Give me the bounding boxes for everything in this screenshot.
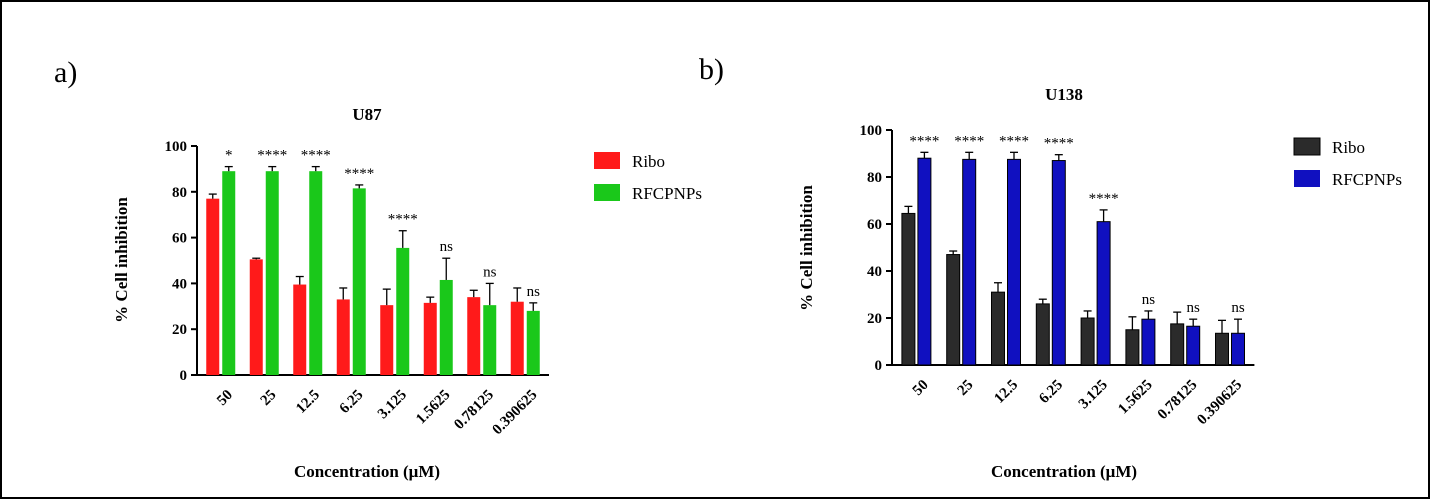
bar-a-1-7 bbox=[526, 310, 540, 375]
significance-label-b-0: **** bbox=[909, 133, 939, 149]
legend-item-a-1: RFCPNPs bbox=[594, 184, 702, 203]
x-tick-label-b-2: 12.5 bbox=[991, 377, 1021, 407]
bar-a-0-2 bbox=[293, 284, 307, 375]
bar-a-1-2 bbox=[309, 171, 323, 375]
bar-b-0-0 bbox=[901, 212, 916, 366]
bar-b-1-0 bbox=[917, 157, 932, 366]
legend-swatch-a-ribo bbox=[594, 152, 620, 169]
bar-b-1-2 bbox=[1007, 158, 1021, 366]
significance-label-b-6: ns bbox=[1187, 300, 1201, 316]
y-tick-label-a: 20 bbox=[172, 322, 187, 338]
significance-label-a-3: **** bbox=[344, 166, 374, 182]
significance-label-a-4: **** bbox=[388, 212, 418, 228]
legend-label-a-ribo: Ribo bbox=[632, 152, 665, 171]
x-tick-label-b-3: 6.25 bbox=[1036, 377, 1066, 407]
legend-swatch-b-ribo bbox=[1293, 137, 1321, 156]
significance-label-b-4: **** bbox=[1089, 191, 1119, 207]
chart-panel-a: a) U87 Concentration (μM) % Cell inhibit… bbox=[54, 56, 702, 481]
significance-label-b-1: **** bbox=[954, 133, 984, 149]
bar-a-0-7 bbox=[510, 301, 524, 375]
significance-label-a-1: **** bbox=[257, 148, 287, 164]
bar-a-1-5 bbox=[439, 279, 453, 375]
significance-label-a-6: ns bbox=[483, 264, 497, 280]
y-tick-label-b: 0 bbox=[875, 358, 883, 374]
y-tick-label-a: 40 bbox=[172, 276, 187, 292]
bar-b-0-6 bbox=[1170, 323, 1185, 366]
legend-item-b-0: Ribo bbox=[1293, 137, 1365, 157]
significance-label-a-0: * bbox=[225, 148, 233, 164]
legend-swatch-a-rfcpnps bbox=[594, 184, 620, 201]
x-tick-label-b-5: 1.5625 bbox=[1115, 377, 1155, 417]
significance-label-a-7: ns bbox=[527, 284, 541, 300]
bar-b-1-6 bbox=[1186, 325, 1201, 366]
y-tick-label-b: 40 bbox=[867, 264, 882, 280]
panel-label-a: a) bbox=[54, 56, 77, 89]
x-tick-label-b-0: 50 bbox=[910, 377, 932, 399]
y-tick-label-b: 100 bbox=[860, 123, 883, 139]
bar-a-0-3 bbox=[336, 299, 350, 375]
y-tick-label-b: 60 bbox=[867, 217, 882, 233]
bar-b-1-5 bbox=[1141, 318, 1156, 366]
x-tick-label-a-5: 1.5625 bbox=[413, 387, 453, 427]
bar-b-0-7 bbox=[1215, 332, 1229, 366]
significance-label-b-3: **** bbox=[1044, 136, 1074, 152]
x-tick-label-a-4: 3.125 bbox=[375, 387, 410, 422]
chart-panel-b: b) U138 Concentration (μM) % Cell inhibi… bbox=[699, 53, 1402, 481]
x-tick-label-a-3: 6.25 bbox=[337, 387, 367, 417]
y-tick-label-b: 80 bbox=[867, 170, 882, 186]
y-tick-label-a: 100 bbox=[165, 139, 188, 155]
y-tick-label-a: 80 bbox=[172, 185, 187, 201]
bar-b-1-1 bbox=[962, 158, 977, 366]
bar-a-1-0 bbox=[222, 171, 236, 375]
x-tick-label-a-7: 0.390625 bbox=[489, 387, 540, 438]
panel-label-b: b) bbox=[699, 53, 724, 86]
x-tick-label-b-7: 0.390625 bbox=[1194, 377, 1245, 428]
significance-label-a-2: **** bbox=[301, 148, 331, 164]
bar-a-0-0 bbox=[206, 198, 220, 375]
bar-a-0-6 bbox=[467, 297, 481, 375]
bar-a-0-4 bbox=[380, 305, 394, 375]
y-tick-label-a: 60 bbox=[172, 231, 187, 247]
legend-label-a-rfcpnps: RFCPNPs bbox=[632, 184, 702, 203]
bar-a-1-6 bbox=[483, 305, 497, 375]
bar-a-1-4 bbox=[396, 247, 410, 375]
bar-b-1-7 bbox=[1231, 332, 1245, 366]
significance-label-a-5: ns bbox=[440, 239, 454, 255]
y-axis-title-a: % Cell inhibition bbox=[112, 197, 131, 323]
bar-b-0-1 bbox=[946, 254, 961, 366]
x-tick-label-b-1: 25 bbox=[955, 377, 977, 399]
y-tick-label-b: 20 bbox=[867, 311, 882, 327]
bar-a-0-5 bbox=[423, 302, 437, 375]
y-tick-label-a: 0 bbox=[180, 368, 188, 384]
x-tick-label-b-4: 3.125 bbox=[1076, 377, 1111, 412]
legend-label-b-rfcpnps: RFCPNPs bbox=[1332, 170, 1402, 189]
legend-label-b-ribo: Ribo bbox=[1332, 138, 1365, 157]
significance-label-b-5: ns bbox=[1142, 292, 1156, 308]
bar-b-0-2 bbox=[991, 291, 1005, 366]
legend-item-a-0: Ribo bbox=[594, 152, 665, 171]
x-axis-title-a: Concentration (μM) bbox=[294, 462, 440, 481]
bar-b-0-5 bbox=[1125, 329, 1140, 366]
legend-item-b-1: RFCPNPs bbox=[1294, 170, 1402, 189]
bar-b-0-4 bbox=[1080, 317, 1095, 366]
legend-swatch-b-rfcpnps bbox=[1294, 170, 1320, 187]
chart-title-b: U138 bbox=[1045, 85, 1083, 104]
bar-b-0-3 bbox=[1035, 303, 1050, 366]
chart-title-a: U87 bbox=[352, 105, 382, 124]
bar-a-1-3 bbox=[352, 188, 366, 375]
x-tick-label-b-6: 0.78125 bbox=[1155, 377, 1201, 423]
significance-label-b-2: **** bbox=[999, 133, 1029, 149]
bar-a-0-1 bbox=[249, 259, 263, 375]
significance-label-b-7: ns bbox=[1231, 300, 1245, 316]
y-axis-title-b: % Cell inhibition bbox=[797, 185, 816, 311]
x-tick-label-a-1: 25 bbox=[258, 387, 280, 409]
bar-b-1-4 bbox=[1096, 221, 1111, 366]
bar-a-1-1 bbox=[265, 171, 279, 375]
x-tick-label-a-2: 12.5 bbox=[293, 387, 323, 417]
x-tick-label-a-0: 50 bbox=[214, 387, 236, 409]
bar-b-1-3 bbox=[1051, 160, 1066, 366]
x-axis-title-b: Concentration (μM) bbox=[991, 462, 1137, 481]
